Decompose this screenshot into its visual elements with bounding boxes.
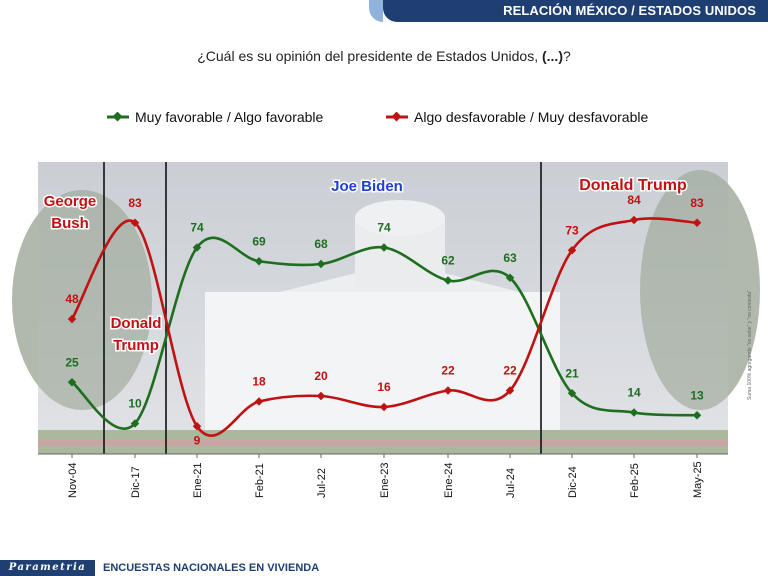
x-tick-label: Feb-25 [629, 463, 641, 498]
data-label-1: 9 [194, 433, 201, 447]
x-tick-label: Jul-22 [316, 468, 328, 498]
x-tick-label: Feb-21 [254, 463, 266, 498]
data-point-1 [379, 402, 389, 412]
x-tick-label: Dic-17 [130, 466, 142, 498]
data-point-1 [192, 422, 202, 431]
data-label-0: 74 [377, 221, 391, 235]
data-point-0 [130, 419, 140, 428]
data-label-1: 83 [128, 196, 142, 210]
data-label-1: 83 [690, 196, 704, 210]
question-bold: (...) [541, 48, 563, 64]
question-title: ¿Cuál es su opinión del presidente de Es… [0, 48, 768, 64]
footer-text: ENCUESTAS NACIONALES EN VIVIENDA [103, 562, 320, 574]
data-label-0: 63 [503, 251, 517, 265]
x-tick-label: Ene-23 [379, 463, 391, 498]
data-point-1 [316, 391, 326, 401]
question-end: ? [562, 48, 571, 64]
x-tick-label: Jul-24 [505, 468, 517, 498]
data-label-1: 18 [252, 375, 266, 389]
x-tick-label: Ene-24 [443, 463, 455, 498]
legend-item-unfavorable: Algo desfavorable / Muy desfavorable [386, 109, 648, 125]
whitehouse-background [12, 162, 760, 454]
data-label-1: 20 [314, 369, 328, 383]
period-label: Donald Trump [579, 177, 687, 194]
x-tick-label: Nov-04 [67, 463, 79, 498]
data-point-0 [316, 259, 326, 269]
x-axis: Nov-04 Dic-17 Ene-21 Feb-21 Jul-22 Ene-23 Ene-… [38, 453, 728, 498]
data-label-1: 16 [377, 380, 391, 394]
data-label-0: 62 [441, 254, 455, 268]
x-tick-label: Ene-21 [192, 463, 204, 498]
data-point-1 [130, 218, 140, 227]
legend-swatch-favorable [107, 112, 129, 122]
data-label-1: 73 [565, 223, 579, 237]
data-point-0 [629, 408, 639, 417]
legend-label-unfavorable: Algo desfavorable / Muy desfavorable [414, 109, 649, 125]
data-label-0: 68 [314, 237, 328, 251]
question-text: ¿Cuál es su opinión del presidente de Es… [197, 48, 542, 64]
x-tick-label: May-25 [692, 461, 704, 498]
data-label-1: 22 [441, 364, 455, 378]
data-point-0 [254, 257, 264, 266]
data-point-1 [254, 397, 264, 406]
data-point-0 [567, 389, 577, 398]
data-label-0: 14 [627, 386, 641, 400]
data-point-0 [505, 273, 515, 282]
data-label-1: 22 [503, 364, 517, 378]
data-point-0 [67, 378, 77, 387]
series-layer: 25 10 74 69 68 74 62 63 21 14 13 48 83 9 18 20 16 22 22 73 8… [65, 193, 704, 447]
period-label: Donald [111, 315, 162, 332]
data-label-1: 48 [65, 292, 79, 306]
footer-brand: Parametria [0, 560, 95, 576]
period-label: George [44, 193, 97, 210]
data-point-0 [443, 276, 453, 285]
period-dividers [103, 162, 542, 454]
data-label-1: 84 [627, 193, 641, 207]
data-point-1 [505, 386, 515, 395]
data-label-0: 10 [128, 397, 142, 411]
side-note: Suma 100% agregando "no sabe" y "no cont… [747, 290, 753, 400]
period-label: Trump [113, 337, 159, 354]
data-point-0 [692, 411, 702, 420]
legend-item-favorable: Muy favorable / Algo favorable [107, 109, 323, 125]
data-label-0: 25 [65, 355, 79, 369]
data-point-0 [379, 243, 389, 252]
period-label: Joe Biden [331, 178, 403, 195]
header-accent [369, 0, 383, 22]
data-label-0: 69 [252, 234, 266, 248]
period-labels: George Bush Donald Trump Joe Biden Donald Tru… [42, 176, 688, 356]
legend-label-favorable: Muy favorable / Algo favorable [135, 109, 324, 125]
x-tick-label: Dic-24 [567, 466, 579, 498]
data-point-0 [192, 243, 202, 252]
data-label-0: 74 [190, 221, 204, 235]
header-bar: RELACIÓN MÉXICO / ESTADOS UNIDOS [369, 0, 768, 22]
chart-legend: Muy favorable / Algo favorable Algo desf… [0, 109, 768, 129]
data-point-1 [443, 386, 453, 395]
data-label-0: 13 [690, 388, 704, 402]
period-label: Bush [51, 215, 89, 232]
header-title: RELACIÓN MÉXICO / ESTADOS UNIDOS [503, 3, 756, 18]
data-label-0: 21 [565, 366, 579, 380]
legend-swatch-unfavorable [386, 112, 408, 122]
data-point-1 [67, 314, 77, 324]
